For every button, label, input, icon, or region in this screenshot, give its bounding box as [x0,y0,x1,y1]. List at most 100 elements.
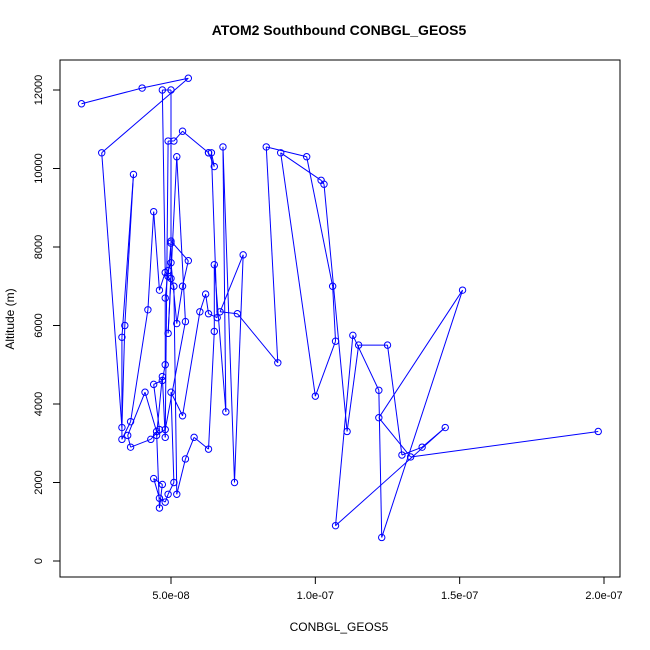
series-segment [219,254,244,312]
data-point [164,137,172,145]
data-point [118,423,126,432]
data-point [152,431,161,440]
series-segment [161,89,166,273]
data-point [170,478,178,487]
data-point [184,74,193,82]
x-tick-label: 2.0e-07 [585,590,622,602]
chart-title: ATOM2 Southbound CONBGL_GEOS5 [212,22,467,38]
data-point [213,313,221,322]
data-point [173,490,181,498]
series-segment [182,311,201,416]
data-point [204,310,213,318]
data-point [126,417,135,426]
data-point [121,321,129,330]
data-point [98,149,106,157]
data-point [144,306,152,314]
series-segment [381,290,464,538]
y-tick-label: 0 [33,558,45,564]
series-segment [265,146,279,363]
series-layer [77,74,602,542]
data-point [170,282,178,290]
data-point [204,445,213,453]
data-point [158,480,167,489]
series-segment [176,286,184,324]
x-tick-label: 1.0e-07 [297,590,334,602]
data-point [181,455,190,463]
data-point [161,294,169,302]
data-point [302,153,311,161]
series-segment [167,156,178,334]
data-point [155,286,164,294]
y-tick-label: 12000 [33,75,45,106]
data-point [398,451,406,459]
series-segment [306,156,334,287]
series-segment [234,254,244,483]
data-point [594,427,602,436]
data-point [158,86,167,94]
data-point [155,494,164,502]
series-segment [164,494,169,503]
data-point [167,86,175,94]
data-point [178,127,187,135]
data-point [164,329,172,338]
data-point [262,143,270,151]
series-segment [130,309,149,422]
data-point [161,425,169,434]
series-segment [184,437,195,460]
series-segment [153,211,160,291]
series-segment [208,331,215,450]
data-point [239,251,247,259]
series-segment [161,364,166,381]
series-segment [346,345,360,432]
data-point [230,478,239,487]
data-point [118,435,126,444]
data-point [418,443,426,451]
data-point [149,380,158,389]
series-segment [213,264,227,412]
data-point [274,359,282,367]
data-point [155,425,164,434]
data-point [201,290,210,298]
series-segment [81,87,143,105]
data-point [331,521,340,530]
data-point [149,474,158,483]
data-point [210,260,219,269]
data-point [210,327,219,336]
series-segment [170,392,175,483]
data-point [190,433,198,442]
data-point [406,453,415,461]
series-segment [161,376,166,438]
series-segment [410,430,599,458]
data-point [161,361,169,369]
series-segment [144,392,158,432]
data-point [311,392,320,400]
y-tick-label: 2000 [33,470,45,494]
y-tick-label: 6000 [33,313,45,337]
data-point [138,84,146,92]
data-point [173,319,181,328]
x-axis: 5.0e-08 1.0e-07 1.5e-07 2.0e-07 [152,576,623,602]
data-point [181,317,190,326]
series-segment [266,146,307,158]
series-segment [378,289,463,419]
data-point [141,388,149,396]
series-segment [378,417,411,458]
data-point [383,341,392,349]
data-point [164,272,172,281]
series-segment [101,152,123,428]
data-point [118,333,126,341]
series-segment [320,179,325,185]
data-point [161,433,169,442]
data-point [276,149,285,157]
data-point [441,423,449,432]
data-point [207,149,216,157]
data-point [158,372,167,381]
x-axis-label: CONBGL_GEOS5 [290,620,389,634]
data-point [210,162,219,171]
data-point [124,431,132,440]
series-segment [323,184,348,432]
series-segment [156,376,163,436]
data-point [167,237,175,245]
data-point [458,286,467,294]
data-point [219,143,227,151]
